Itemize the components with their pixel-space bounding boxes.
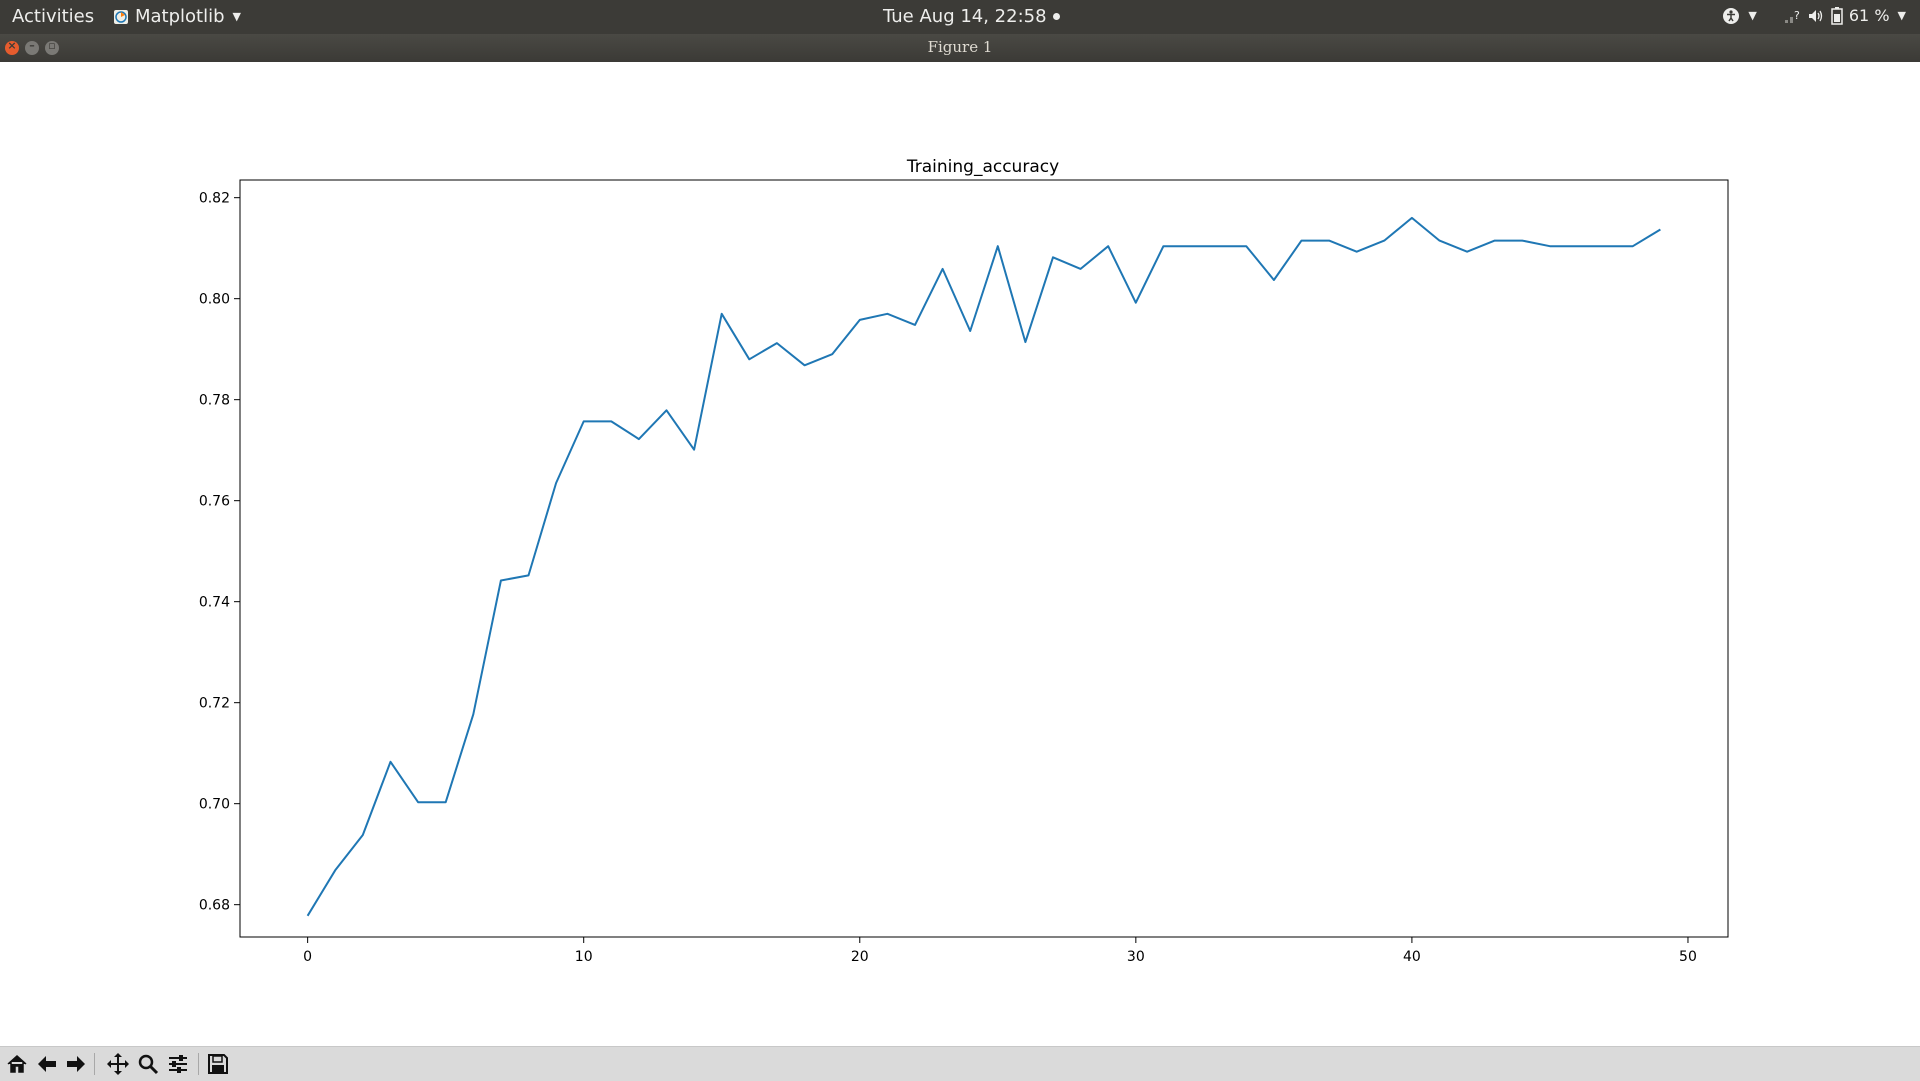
window-close-button[interactable]: × [5, 39, 19, 55]
activities-button[interactable]: Activities [12, 6, 95, 27]
app-menu[interactable]: Matplotlib ▼ [113, 6, 241, 27]
notification-dot-icon [1052, 13, 1060, 20]
volume-icon[interactable] [1807, 7, 1825, 25]
toolbar-separator [198, 1053, 199, 1075]
y-tick-label: 0.74 [199, 595, 230, 611]
navigation-toolbar [0, 1046, 1920, 1081]
window-title: Figure 1 [927, 38, 993, 56]
clock-text: Tue Aug 14, 22:58 [883, 6, 1047, 27]
home-icon [7, 1054, 27, 1073]
chevron-down-icon[interactable]: ▼ [1748, 9, 1757, 22]
zoom-button[interactable] [134, 1050, 162, 1078]
y-tick-label: 0.70 [199, 797, 230, 813]
maximize-icon: ▫ [48, 39, 56, 52]
y-tick-label: 0.78 [199, 393, 230, 409]
y-tick-label: 0.80 [199, 292, 230, 308]
toolbar-separator [94, 1053, 95, 1075]
magnifier-icon [138, 1054, 159, 1075]
x-tick-label: 50 [1679, 949, 1697, 965]
move-icon [107, 1053, 129, 1075]
x-axis: 0 10 20 30 40 50 [303, 937, 1697, 965]
window-minimize-button[interactable]: – [25, 39, 39, 55]
y-tick-label: 0.72 [199, 696, 230, 712]
x-tick-label: 10 [575, 949, 593, 965]
minimize-icon: – [29, 39, 35, 52]
training-accuracy-line [306, 216, 1661, 917]
matplotlib-app-icon [114, 9, 128, 24]
x-tick-label: 30 [1127, 949, 1145, 965]
battery-icon[interactable] [1831, 6, 1843, 25]
arrow-right-icon [67, 1056, 85, 1072]
pan-button[interactable] [104, 1050, 132, 1078]
battery-percent: 61 % [1848, 6, 1890, 25]
sliders-icon [169, 1055, 187, 1073]
accessibility-icon[interactable] [1722, 7, 1740, 25]
network-icon[interactable]: ? [1783, 7, 1801, 25]
clock[interactable]: Tue Aug 14, 22:58 [883, 6, 1060, 27]
y-axis: 0.68 0.70 0.72 0.74 0.76 0.78 0.80 0.82 [199, 191, 240, 914]
forward-button[interactable] [62, 1050, 90, 1078]
x-tick-label: 20 [851, 949, 869, 965]
y-tick-label: 0.76 [199, 494, 230, 510]
arrow-left-icon [38, 1056, 56, 1072]
close-icon: × [7, 39, 17, 52]
svg-text:?: ? [1794, 9, 1800, 22]
line-chart: Training_accuracy 0.680.700.720.740.760.… [199, 157, 1729, 965]
configure-subplots-button[interactable] [164, 1050, 192, 1078]
axes-frame [239, 179, 1729, 938]
window-maximize-button[interactable]: ▫ [45, 39, 59, 55]
app-name: Matplotlib [135, 6, 225, 27]
chevron-down-icon: ▼ [232, 10, 242, 23]
y-tick-label: 0.68 [199, 898, 230, 914]
x-tick-label: 0 [303, 949, 312, 965]
save-button[interactable] [204, 1050, 232, 1078]
window-title-bar: × – ▫ Figure 1 [0, 34, 1920, 62]
figure-canvas[interactable]: Training_accuracy 0.68 0.70 0.72 0.74 0.76 0.… [0, 62, 1920, 1046]
chevron-down-icon[interactable]: ▼ [1897, 9, 1906, 22]
back-button[interactable] [33, 1050, 61, 1078]
y-tick-label: 0.82 [199, 191, 230, 207]
floppy-disk-icon [208, 1054, 228, 1074]
system-tray[interactable]: ▼ ? 61 % ▼ [1722, 6, 1906, 25]
top-bar: Activities Matplotlib ▼ Tue Aug 14, 22:5… [0, 0, 1920, 34]
chart-title: Training_accuracy [906, 157, 1059, 177]
x-tick-label: 40 [1403, 949, 1421, 965]
home-button[interactable] [3, 1050, 31, 1078]
